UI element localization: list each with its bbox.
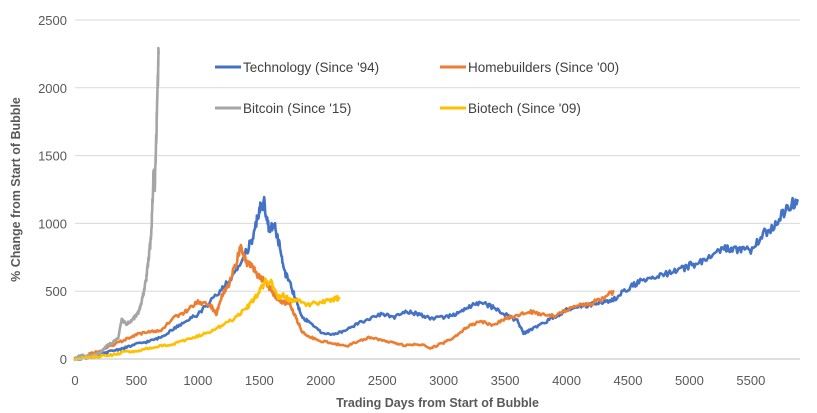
x-tick-label: 2500 xyxy=(368,373,397,388)
x-tick-label: 4500 xyxy=(614,373,643,388)
y-tick-labels: 0 500 1000 1500 2000 2500 xyxy=(38,13,67,367)
legend: Technology (Since '94) Homebuilders (Sinc… xyxy=(215,60,619,116)
gridlines xyxy=(75,19,800,292)
y-tick-label: 0 xyxy=(60,352,67,367)
series-line xyxy=(73,277,341,361)
x-tick-label: 500 xyxy=(126,373,148,388)
series-line xyxy=(73,243,615,361)
series-lines xyxy=(73,46,799,361)
x-tick-label: 4000 xyxy=(552,373,581,388)
x-tick-label: 3000 xyxy=(429,373,458,388)
series-line xyxy=(73,195,799,361)
x-tick-label: 5000 xyxy=(675,373,704,388)
legend-label: Biotech (Since '09) xyxy=(468,101,581,116)
legend-label: Technology (Since '94) xyxy=(243,60,379,75)
y-tick-label: 2000 xyxy=(38,81,67,96)
y-tick-label: 1000 xyxy=(38,216,67,231)
legend-label: Homebuilders (Since '00) xyxy=(468,60,619,75)
x-tick-label: 1000 xyxy=(183,373,212,388)
y-tick-label: 500 xyxy=(45,284,67,299)
x-tick-labels: 0 500 1000 1500 2000 2500 3000 3500 4000 4500 5000… xyxy=(71,373,765,388)
series-line xyxy=(73,46,160,361)
y-tick-label: 2500 xyxy=(38,13,67,28)
x-tick-label: 2000 xyxy=(306,373,335,388)
x-axis-title: Trading Days from Start of Bubble xyxy=(336,396,539,410)
y-axis-title: % Change from Start of Bubble xyxy=(9,97,23,282)
y-tick-label: 1500 xyxy=(38,149,67,164)
x-tick-label: 1500 xyxy=(245,373,274,388)
x-tick-label: 5500 xyxy=(736,373,765,388)
legend-label: Bitcoin (Since '15) xyxy=(243,101,351,116)
x-tick-label: 3500 xyxy=(491,373,520,388)
x-tick-label: 0 xyxy=(71,373,78,388)
